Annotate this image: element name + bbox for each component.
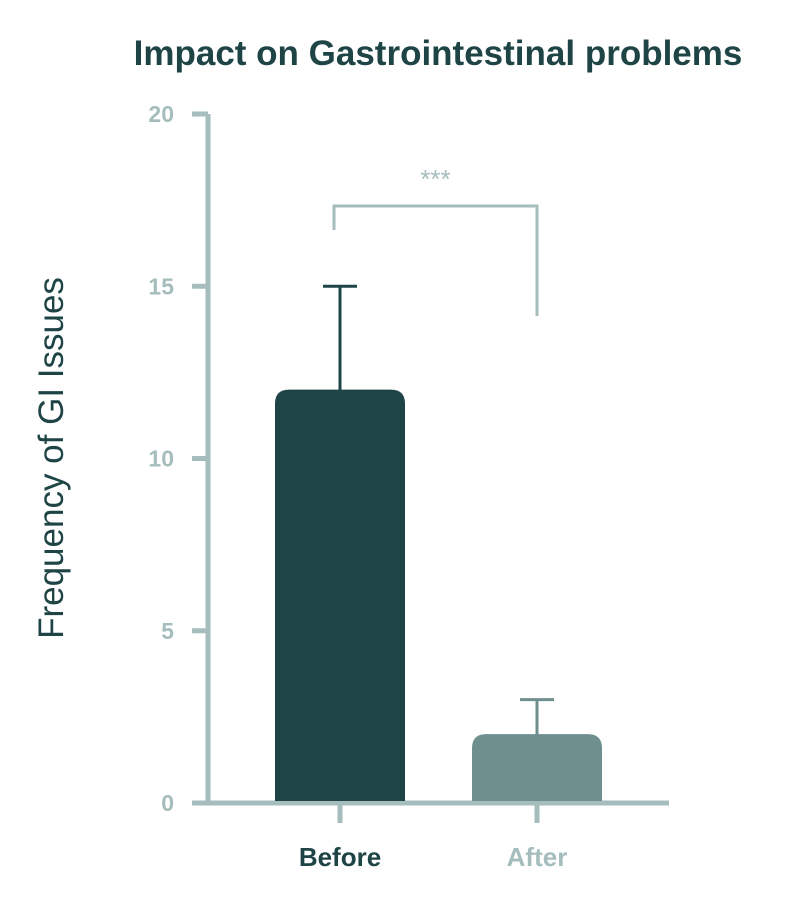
y-tick-label: 20 [148, 101, 174, 127]
y-tick-label: 0 [161, 790, 174, 816]
y-tick-label: 5 [161, 618, 174, 644]
significance-bracket [332, 204, 539, 316]
significance-label: *** [420, 164, 450, 194]
x-tick-label-after: After [507, 842, 568, 872]
y-tick-label: 15 [148, 273, 174, 299]
bar-after [472, 734, 602, 801]
x-tick-label-before: Before [299, 842, 381, 872]
y-tick-label: 10 [148, 446, 174, 472]
bar-before [275, 389, 405, 801]
y-axis-label: Frequency of GI Issues [32, 277, 71, 639]
chart-title: Impact on Gastrointestinal problems [134, 34, 743, 73]
plot-area: 0 5 10 15 20 Before After *** [148, 101, 669, 872]
